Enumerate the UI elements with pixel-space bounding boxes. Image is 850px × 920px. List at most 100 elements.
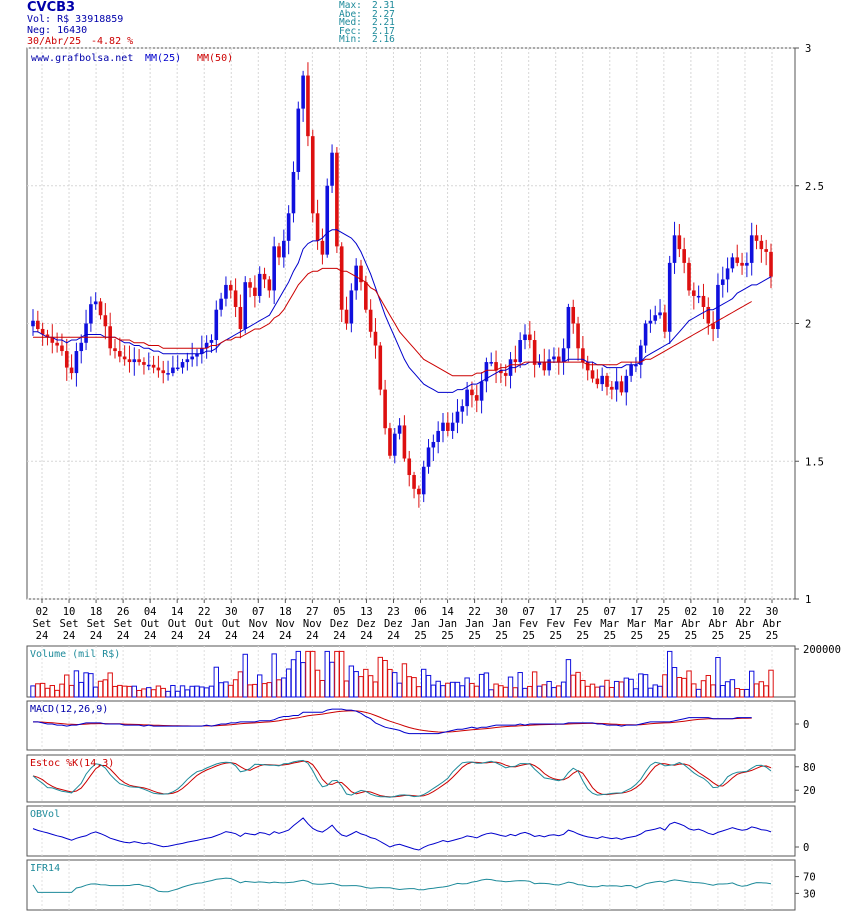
volume-bar	[594, 686, 601, 698]
candle-body	[677, 235, 682, 250]
candle-body	[484, 362, 489, 382]
x-tick-day: 10	[712, 606, 725, 618]
volume-bar	[657, 685, 663, 698]
volume-bar	[232, 679, 239, 698]
volume-bar	[464, 677, 470, 698]
candle-body	[388, 428, 392, 456]
legend-mm25: MM(25)	[145, 53, 181, 64]
rsi-title: IFR14	[30, 863, 60, 874]
ticker-label: CVCB3	[27, 0, 76, 15]
x-tick-year: 25	[576, 630, 589, 642]
candle-body	[118, 351, 122, 357]
volume-bar	[213, 666, 219, 698]
volume-ytick: 200000	[803, 644, 841, 656]
volume-bar	[493, 683, 499, 698]
candle-body	[547, 359, 551, 371]
candle-body	[682, 249, 686, 263]
candle-body	[585, 362, 590, 371]
candle-body	[614, 381, 619, 390]
candle-body	[600, 375, 604, 385]
candle-body	[277, 246, 281, 258]
candle-body	[503, 373, 508, 376]
volume-bar	[474, 685, 480, 698]
candle-body	[595, 378, 600, 385]
x-tick-month: Jan	[438, 618, 457, 630]
volume-bar	[618, 681, 625, 698]
volume-bar	[242, 653, 248, 698]
x-tick-month: Nov	[276, 618, 295, 630]
candle-body	[692, 290, 696, 296]
volume-bar	[739, 688, 745, 698]
candle-body	[368, 309, 373, 332]
candle-body	[764, 249, 768, 252]
volume-bar	[44, 687, 51, 698]
x-tick-day: 02	[685, 606, 698, 618]
x-tick-day: 25	[576, 606, 589, 618]
volume-bar	[734, 688, 740, 698]
candle-body	[687, 262, 691, 291]
candle-body	[306, 75, 310, 137]
candle-body	[127, 359, 132, 363]
volume-bar	[421, 668, 427, 698]
candle-body	[272, 246, 276, 291]
candle-body	[233, 290, 238, 307]
volume-bar	[729, 679, 736, 698]
candle-body	[610, 386, 614, 390]
volume-bar	[638, 673, 644, 698]
x-tick-year: 24	[198, 630, 211, 642]
candle-body	[200, 348, 204, 354]
volume-bar	[93, 686, 99, 698]
volume-bar	[160, 687, 166, 698]
candle-body	[185, 359, 190, 363]
x-tick-year: 24	[225, 630, 238, 642]
volume-bar	[536, 685, 543, 698]
volume-bar	[266, 682, 273, 698]
macd-title: MACD(12,26,9)	[30, 704, 108, 715]
legend-site: www.grafbolsa.net	[31, 53, 133, 64]
volume-bar	[223, 681, 229, 698]
candle-body	[460, 406, 465, 412]
candle-body	[40, 329, 45, 335]
volume-bar	[676, 677, 683, 698]
trades-info: Neg: 16430	[27, 25, 88, 36]
volume-bar	[724, 681, 731, 698]
candle-body	[532, 340, 537, 365]
change-percent: -4.82 %	[91, 36, 134, 47]
x-tick-day: 22	[468, 606, 481, 618]
volume-bar	[121, 685, 128, 698]
candle-body	[474, 395, 479, 401]
x-tick-year: 24	[387, 630, 400, 642]
candle-body	[142, 362, 146, 365]
candle-body	[735, 257, 740, 263]
volume-bar	[305, 650, 311, 698]
volume-bar	[440, 685, 446, 698]
candle-body	[378, 345, 383, 390]
candle-body	[619, 381, 624, 393]
candle-body	[339, 246, 344, 310]
candle-body	[60, 345, 64, 352]
stat-label: Min:	[339, 34, 362, 45]
x-tick-year: 25	[603, 630, 616, 642]
x-tick-month: Set	[87, 618, 106, 630]
stochastic-d-line	[32, 760, 772, 798]
candle-body	[436, 430, 440, 442]
x-tick-day: 25	[658, 606, 671, 618]
candle-body	[499, 370, 503, 374]
candle-body	[730, 257, 735, 269]
legend-mm50: MM(50)	[197, 53, 233, 64]
candle-body	[146, 364, 151, 367]
volume-bar	[411, 677, 417, 698]
x-tick-month: Fev	[546, 618, 565, 630]
x-tick-day: 22	[198, 606, 211, 618]
candle-body	[701, 295, 706, 307]
x-tick-month: Set	[114, 618, 133, 630]
volume-bar	[334, 650, 340, 698]
volume-bar	[64, 674, 70, 698]
volume-bar	[691, 683, 697, 698]
volume-bar	[425, 674, 432, 698]
x-tick-month: Abr	[735, 618, 754, 630]
x-tick-month: Fev	[519, 618, 538, 630]
x-tick-year: 24	[171, 630, 184, 642]
volume-bar	[165, 690, 171, 698]
candle-body	[248, 282, 252, 288]
